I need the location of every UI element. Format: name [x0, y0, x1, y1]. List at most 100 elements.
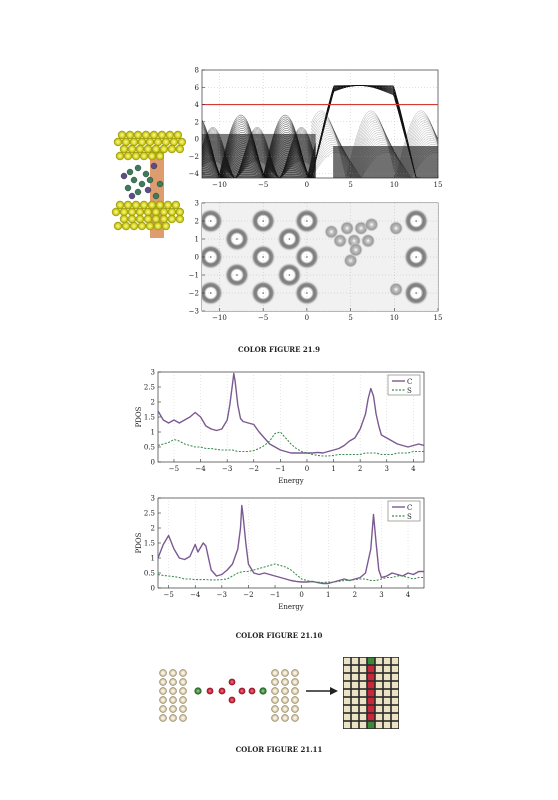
band-lines — [202, 70, 438, 178]
grid-cell — [391, 657, 399, 665]
grid-cell — [359, 705, 367, 713]
pdos-top-ytick-label: 1.5 — [144, 414, 155, 422]
electrode-atom — [159, 714, 167, 722]
molecule-atom — [130, 176, 138, 184]
grid-cell — [391, 705, 399, 713]
electrode-atom — [159, 678, 167, 686]
map-ytick-label: 3 — [195, 200, 199, 208]
figure-21-11-caption: COLOR FIGURE 21.11 — [236, 745, 323, 754]
band-structure-panel: −10 −5 0 5 10 15 −4 −2 0 2 4 6 8 — [189, 67, 443, 190]
gold-atom — [137, 137, 147, 147]
electrode-atom — [271, 705, 279, 713]
band-ytick-label: −4 — [189, 170, 200, 178]
pdos-top-axes: −5 −4 −3 −2 −1 0 1 2 3 4 0 0.5 1 1.5 2 2.5 3 — [144, 369, 416, 474]
gold-atom — [119, 214, 129, 224]
electrode-atom — [291, 714, 299, 722]
gold-atom — [167, 214, 177, 224]
pdos-top-xtick-label: −4 — [195, 465, 206, 473]
grid-cell — [359, 697, 367, 705]
pdos-top-ytick-label: 0 — [151, 459, 155, 467]
map-ytick-label: −2 — [189, 290, 199, 298]
gold-atom — [163, 200, 173, 210]
map-blob — [388, 281, 404, 297]
electrode-atom — [169, 687, 177, 695]
gold-atom — [129, 137, 139, 147]
band-curve — [311, 126, 438, 178]
band-ytick-label: 0 — [195, 136, 199, 144]
electrode-atom — [271, 678, 279, 686]
gold-atom — [143, 144, 153, 154]
gold-atom — [177, 137, 187, 147]
band-dense-region — [333, 146, 438, 178]
band-curve — [311, 124, 438, 178]
gold-atom — [161, 137, 171, 147]
gold-atom — [145, 137, 155, 147]
pdos-top-series-c — [158, 372, 424, 454]
gold-atom — [119, 144, 129, 154]
band-ytick-label: 2 — [195, 118, 199, 126]
grid-cell — [375, 705, 383, 713]
electrode-atom — [179, 705, 187, 713]
electrode-atom — [179, 714, 187, 722]
grid-cell — [343, 721, 351, 729]
electrode-atom — [271, 669, 279, 677]
molecule-atom — [144, 186, 152, 194]
pdos-bottom-panel: −5 −4 −3 −2 −1 0 1 2 3 4 0 0.5 1 1.5 2 2.5 3 Energy PDOS… — [135, 495, 425, 611]
pdos-bottom-legend-s-label: S — [407, 513, 412, 521]
electrode-atom — [159, 705, 167, 713]
electrode-atom — [169, 669, 177, 677]
pdos-bottom-xtick-label: −3 — [217, 591, 227, 599]
molecule-atom — [134, 164, 142, 172]
gold-atom — [137, 221, 147, 231]
gold-atom — [113, 137, 123, 147]
grid-cell — [359, 721, 367, 729]
map-ring — [202, 244, 224, 270]
gold-atom — [151, 144, 161, 154]
map-xtick-label: 10 — [390, 314, 399, 322]
band-xtick-label: −10 — [212, 181, 227, 189]
grid-cell — [383, 713, 391, 721]
grid-cell — [375, 689, 383, 697]
map-ring-center — [415, 292, 417, 294]
gold-atom — [175, 207, 185, 217]
gold-atom — [135, 214, 145, 224]
grid-cell — [367, 665, 375, 673]
electrode-atom — [179, 696, 187, 704]
grid-cell — [351, 697, 359, 705]
map-ring-center — [236, 274, 238, 276]
grid-cell — [383, 689, 391, 697]
band-axes: −10 −5 0 5 10 15 −4 −2 0 2 4 6 8 — [189, 67, 443, 190]
gold-atom — [165, 130, 175, 140]
figure-21-9-caption: COLOR FIGURE 21.9 — [238, 345, 320, 354]
pdos-bottom-xtick-label: 2 — [353, 591, 357, 599]
map-xtick-label: −5 — [258, 314, 268, 322]
grid-cell — [351, 673, 359, 681]
map-blob — [332, 233, 348, 249]
gold-atom — [159, 207, 169, 217]
grid-cell — [375, 713, 383, 721]
pdos-top-ylabel: PDOS — [135, 406, 143, 427]
map-xtick-label: 5 — [348, 314, 352, 322]
pdos-bottom-ytick-label: 1.5 — [144, 540, 155, 548]
grid-cell — [383, 705, 391, 713]
electrode-atom — [179, 687, 187, 695]
pdos-bottom-ytick-label: 2.5 — [144, 510, 155, 518]
pdos-bottom-xtick-label: 4 — [406, 591, 411, 599]
gold-atom — [129, 221, 139, 231]
chain-atom — [238, 687, 246, 695]
gold-atom — [115, 151, 125, 161]
figure-21-10-caption: COLOR FIGURE 21.10 — [236, 631, 323, 640]
electrode-atom — [291, 678, 299, 686]
grid-cell — [343, 705, 351, 713]
gold-atom — [151, 214, 161, 224]
gold-atom — [159, 214, 169, 224]
pdos-bottom-xtick-label: −5 — [163, 591, 173, 599]
gold-atom — [119, 207, 129, 217]
gold-atom — [171, 200, 181, 210]
electrode-atom — [271, 687, 279, 695]
gold-atom — [123, 200, 133, 210]
band-xtick-label: 10 — [390, 181, 399, 189]
pdos-bottom-xtick-label: −1 — [270, 591, 280, 599]
pdos-top-ytick-label: 0.5 — [144, 444, 155, 452]
